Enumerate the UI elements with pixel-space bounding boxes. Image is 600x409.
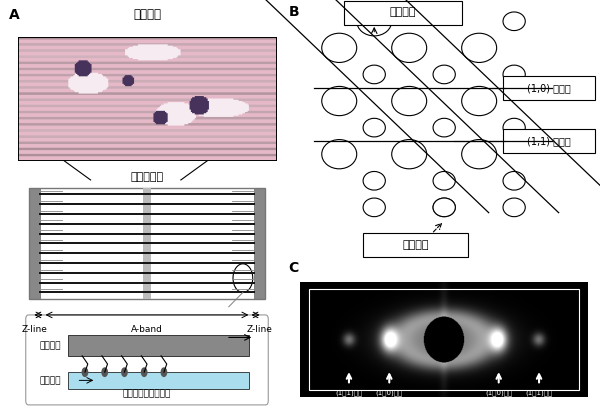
Circle shape — [357, 7, 392, 36]
Bar — [308, 289, 580, 390]
Circle shape — [363, 198, 385, 217]
Bar — [68, 335, 248, 356]
FancyBboxPatch shape — [363, 233, 468, 256]
Text: C: C — [289, 261, 299, 275]
Circle shape — [322, 139, 357, 169]
Circle shape — [363, 171, 385, 190]
Circle shape — [121, 367, 128, 377]
Circle shape — [503, 118, 525, 137]
Bar — [143, 188, 151, 299]
FancyBboxPatch shape — [344, 1, 461, 25]
Circle shape — [433, 198, 455, 217]
Text: アクチン: アクチン — [403, 240, 429, 249]
Text: Z-line: Z-line — [247, 325, 273, 334]
Circle shape — [392, 139, 427, 169]
Text: (1，0)反射: (1，0)反射 — [485, 389, 512, 396]
Circle shape — [503, 12, 525, 31]
Text: アクチン: アクチン — [40, 376, 61, 385]
Bar — [29, 188, 40, 299]
Circle shape — [461, 33, 497, 63]
Circle shape — [433, 198, 455, 217]
Circle shape — [363, 118, 385, 137]
Circle shape — [433, 118, 455, 137]
Text: ミオシン頭部の結合: ミオシン頭部の結合 — [123, 390, 171, 399]
Text: 心筋細胞: 心筋細胞 — [133, 8, 161, 21]
Circle shape — [503, 198, 525, 217]
Text: サルコメア: サルコメア — [130, 172, 164, 182]
Circle shape — [392, 33, 427, 63]
Circle shape — [392, 86, 427, 116]
Bar — [29, 188, 265, 299]
FancyBboxPatch shape — [503, 129, 595, 153]
Text: A-band: A-band — [131, 325, 163, 334]
Circle shape — [363, 65, 385, 84]
Circle shape — [461, 86, 497, 116]
Text: (1,0) 格子面: (1,0) 格子面 — [527, 83, 571, 93]
Circle shape — [141, 367, 148, 377]
FancyBboxPatch shape — [503, 76, 595, 100]
Text: (1，1)反射: (1，1)反射 — [335, 389, 362, 396]
Bar — [254, 188, 265, 299]
Text: ミオシン: ミオシン — [40, 341, 61, 350]
Text: B: B — [289, 5, 299, 19]
Circle shape — [503, 171, 525, 190]
FancyBboxPatch shape — [26, 315, 268, 405]
Text: (1，0)反射: (1，0)反射 — [376, 389, 403, 396]
Text: (1，1)反射: (1，1)反射 — [526, 389, 553, 396]
Text: ミオシン: ミオシン — [389, 7, 416, 17]
Circle shape — [433, 171, 455, 190]
Circle shape — [322, 86, 357, 116]
Circle shape — [433, 65, 455, 84]
Bar — [68, 372, 248, 389]
Text: Z-line: Z-line — [21, 325, 47, 334]
Text: A: A — [9, 8, 20, 22]
Circle shape — [82, 367, 88, 377]
Circle shape — [161, 367, 167, 377]
Circle shape — [503, 65, 525, 84]
Circle shape — [461, 139, 497, 169]
Text: (1,1) 格子面: (1,1) 格子面 — [527, 136, 571, 146]
Circle shape — [101, 367, 108, 377]
Circle shape — [322, 33, 357, 63]
